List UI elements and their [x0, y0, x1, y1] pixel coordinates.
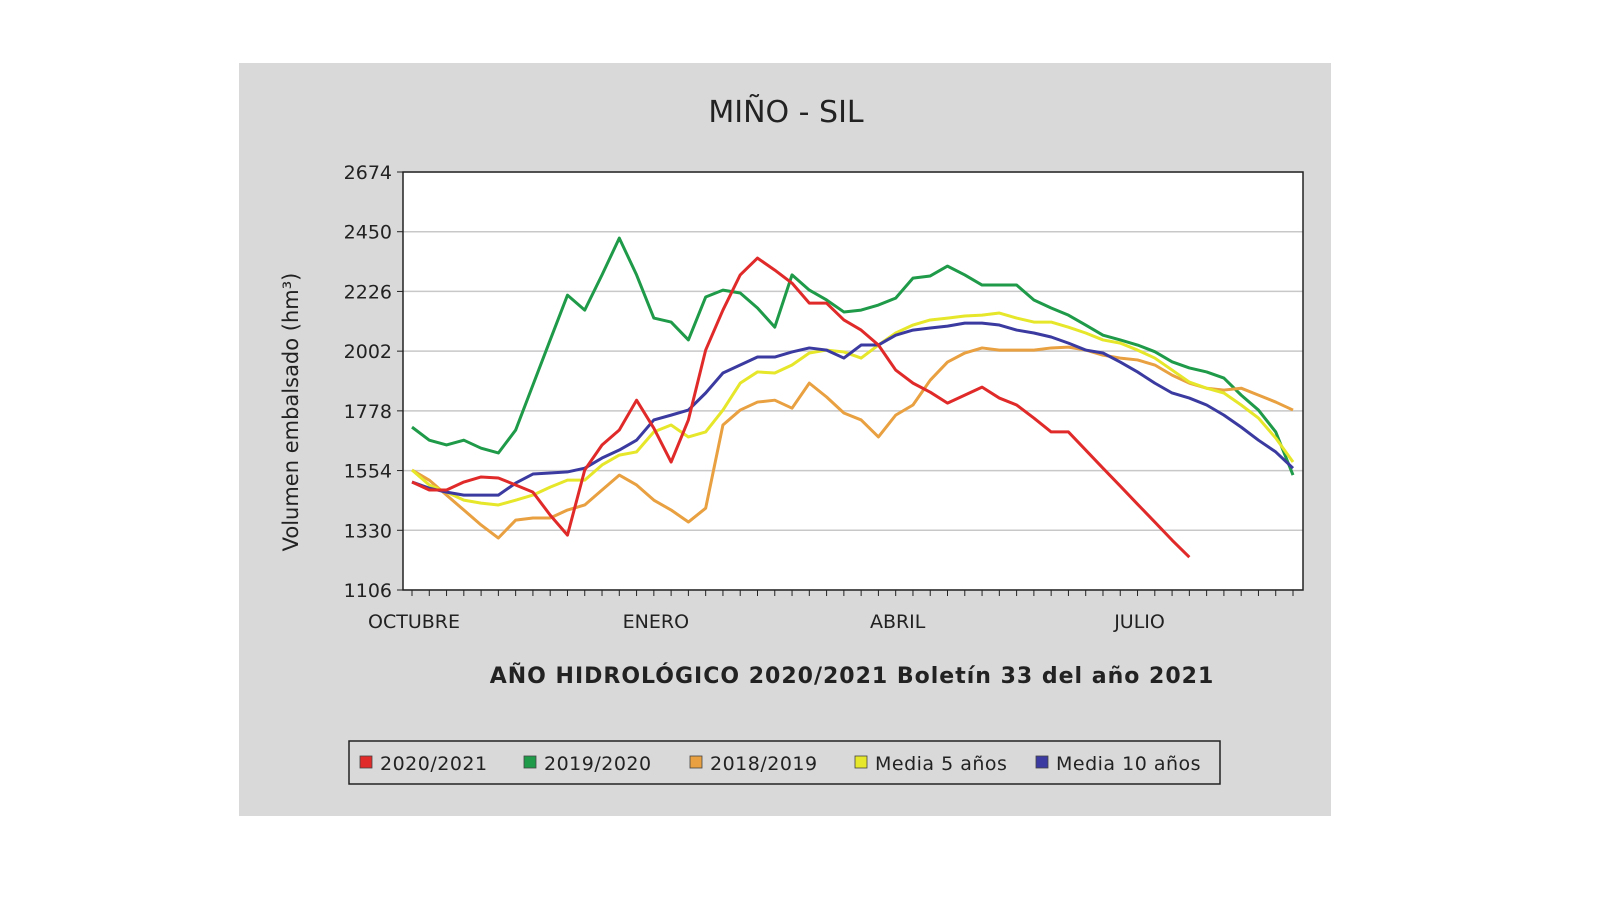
- legend-swatch: [854, 755, 868, 769]
- y-axis-label: Volumen embalsado (hm³): [279, 273, 303, 552]
- legend-label: 2018/2019: [710, 753, 818, 775]
- legend-swatch: [359, 755, 373, 769]
- legend-label: 2020/2021: [380, 753, 488, 775]
- chart-title: MIÑO - SIL: [708, 94, 864, 130]
- legend-label: Media 5 años: [875, 753, 1007, 775]
- legend-swatch: [523, 755, 537, 769]
- legend-swatch: [1035, 755, 1049, 769]
- plot-border: [402, 171, 1304, 591]
- legend-swatch: [689, 755, 703, 769]
- x-tick-label: OCTUBRE: [368, 611, 460, 633]
- y-tick-label: 2450: [344, 222, 392, 244]
- series-line-media-5-a-os: [411, 311, 1295, 507]
- y-tick-label: 1778: [344, 401, 392, 423]
- x-tick-label: ABRIL: [870, 611, 926, 633]
- y-tick-label: 2002: [344, 341, 392, 363]
- x-axis-label: AÑO HIDROLÓGICO 2020/2021 Boletín 33 del…: [490, 663, 1215, 689]
- series-line-2019-2020: [411, 236, 1295, 476]
- legend-label: Media 10 años: [1056, 753, 1201, 775]
- series-line-2020-2021: [411, 256, 1191, 559]
- plot-area: [403, 172, 1303, 590]
- x-tick-label: ENERO: [623, 611, 689, 633]
- y-tick-label: 2674: [344, 162, 392, 184]
- legend-label: 2019/2020: [544, 753, 652, 775]
- y-tick-label: 1106: [344, 580, 392, 602]
- y-tick-label: 1330: [344, 520, 392, 542]
- y-tick-label: 1554: [344, 461, 392, 483]
- series-line-2018-2019: [411, 345, 1294, 540]
- y-tick-label: 2226: [344, 281, 392, 303]
- series-line-media-10-a-os: [411, 321, 1295, 497]
- x-tick-label: JULIO: [1113, 611, 1165, 633]
- legend: [348, 740, 1221, 785]
